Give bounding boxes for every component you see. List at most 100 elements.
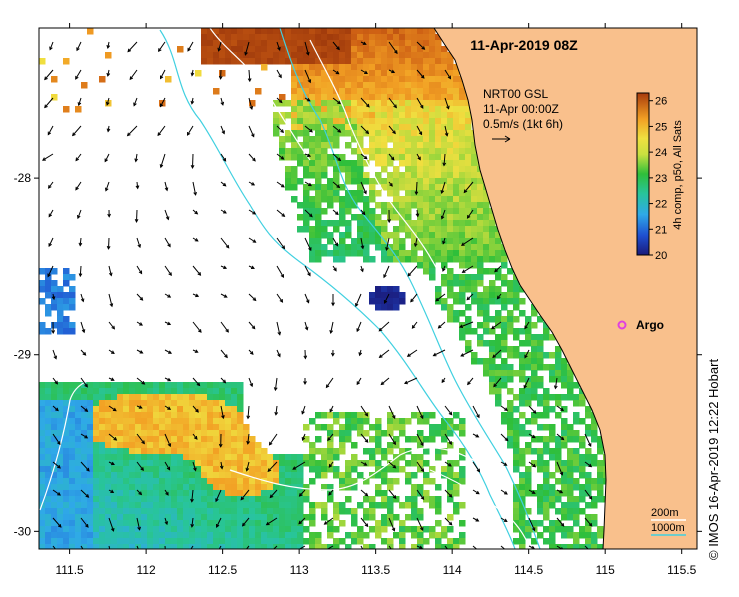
sst-pixel <box>69 412 76 419</box>
sst-pixel <box>303 196 310 203</box>
sst-pixel <box>201 454 208 461</box>
sst-pixel <box>441 250 448 257</box>
sst-pixel <box>483 202 490 209</box>
sst-pixel <box>93 448 100 455</box>
sst-pixel <box>339 118 346 125</box>
sst-pixel <box>321 544 328 551</box>
sst-pixel <box>141 490 148 497</box>
sst-pixel <box>543 334 550 341</box>
sst-pixel <box>579 436 586 443</box>
sst-pixel <box>315 172 322 179</box>
sst-pixel <box>477 310 484 317</box>
sst-pixel <box>423 118 430 125</box>
sst-pixel <box>159 448 166 455</box>
sst-pixel <box>375 58 382 65</box>
sst-pixel <box>435 226 442 233</box>
sst-pixel <box>273 502 280 509</box>
sst-pixel <box>429 220 436 227</box>
sst-pixel <box>411 40 418 47</box>
sst-pixel <box>309 136 316 143</box>
sst-pixel <box>159 496 166 503</box>
sst-pixel <box>279 154 286 161</box>
sst-pixel <box>213 532 220 539</box>
sst-pixel <box>219 526 226 533</box>
sst-pixel <box>225 34 232 41</box>
sst-pixel <box>45 496 52 503</box>
sst-pixel <box>159 424 166 431</box>
sst-pixel <box>405 154 412 161</box>
sst-pixel <box>453 154 460 161</box>
sst-pixel <box>483 316 490 323</box>
sst-pixel <box>153 388 160 395</box>
sst-pixel <box>351 214 358 221</box>
sst-pixel <box>123 424 130 431</box>
sst-pixel <box>129 400 136 407</box>
sst-pixel <box>135 538 142 545</box>
sst-pixel <box>75 538 82 545</box>
sst-pixel <box>597 490 604 497</box>
sst-pixel <box>435 208 442 215</box>
sst-pixel <box>453 76 460 83</box>
sst-pixel <box>375 70 382 77</box>
sst-pixel <box>63 442 70 449</box>
sst-pixel <box>267 544 274 551</box>
sst-pixel <box>393 232 400 239</box>
sst-pixel <box>471 256 478 263</box>
sst-pixel <box>171 544 178 551</box>
sst-pixel <box>309 538 316 545</box>
sst-pixel <box>345 166 352 173</box>
sst-pixel <box>417 142 424 149</box>
sst-pixel <box>123 496 130 503</box>
sst-pixel <box>177 454 184 461</box>
sst-pixel <box>279 520 286 527</box>
isobath-label-1000m: 1000m <box>651 522 685 534</box>
sst-pixel <box>117 388 124 395</box>
sst-pixel <box>507 442 514 449</box>
sst-pixel <box>87 388 94 395</box>
sst-pixel <box>405 64 412 71</box>
sst-pixel <box>453 118 460 125</box>
sst-pixel <box>267 508 274 515</box>
sst-pixel <box>249 538 256 545</box>
sst-pixel <box>147 406 154 413</box>
sst-pixel <box>261 58 268 65</box>
sst-pixel <box>435 214 442 221</box>
x-tick-label: 112 <box>137 563 156 577</box>
sst-pixel <box>285 502 292 509</box>
sst-pixel <box>429 226 436 233</box>
sst-pixel <box>81 484 88 491</box>
sst-pixel <box>597 532 604 539</box>
sst-pixel <box>357 46 364 53</box>
sst-pixel <box>411 88 418 95</box>
sst-pixel <box>375 154 382 161</box>
sst-pixel <box>75 508 82 515</box>
sst-pixel <box>411 526 418 533</box>
sst-pixel <box>351 514 358 521</box>
sst-pixel <box>477 238 484 245</box>
sst-pixel <box>231 394 238 401</box>
sst-pixel <box>351 112 358 119</box>
sst-pixel <box>51 400 58 407</box>
sst-pixel <box>189 412 196 419</box>
sst-pixel <box>39 466 46 473</box>
sst-pixel <box>207 412 214 419</box>
sst-pixel <box>453 502 460 509</box>
sst-pixel <box>99 412 106 419</box>
sst-pixel <box>333 58 340 65</box>
sst-pixel <box>111 382 118 389</box>
sst-pixel <box>423 196 430 203</box>
sst-pixel <box>369 136 376 143</box>
sst-pixel <box>453 292 460 299</box>
sst-pixel <box>249 448 256 455</box>
sst-pixel <box>447 466 454 473</box>
sst-pixel <box>63 394 70 401</box>
sst-pixel <box>87 532 94 539</box>
sst-pixel <box>381 88 388 95</box>
sst-pixel <box>315 466 322 473</box>
sst-pixel <box>315 544 322 551</box>
sst-pixel <box>309 52 316 59</box>
sst-pixel <box>399 160 406 167</box>
sst-pixel <box>135 448 142 455</box>
sst-pixel <box>459 220 466 227</box>
sst-pixel <box>357 100 364 107</box>
